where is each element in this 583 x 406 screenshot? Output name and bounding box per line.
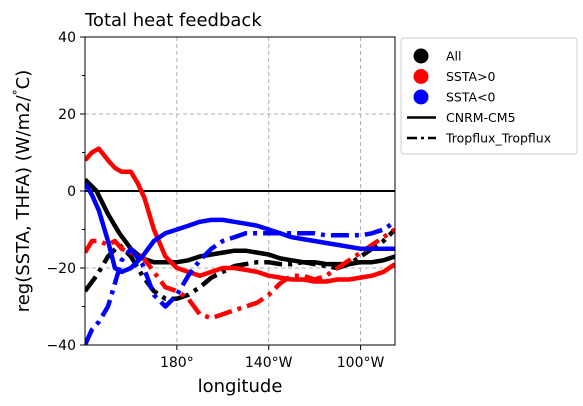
- series-group: [85, 146, 395, 345]
- x-axis-label: longitude: [198, 376, 283, 397]
- y-tick-label: −40: [46, 338, 76, 354]
- x-tick-label: 140°W: [245, 355, 293, 371]
- x-tick-label: 100°W: [337, 355, 385, 371]
- y-tick-label: 20: [58, 107, 76, 123]
- y-tick-label: 40: [58, 30, 76, 46]
- y-tick-label: −20: [46, 261, 76, 277]
- legend-label: Tropflux_Tropflux: [445, 131, 551, 146]
- legend-frame: [400, 37, 578, 155]
- legend-marker: [413, 48, 429, 64]
- legend-label: SSTA>0: [446, 69, 496, 84]
- series-line-2: [85, 146, 395, 284]
- y-tick-label: 0: [67, 184, 76, 200]
- series-line-1: [85, 227, 395, 302]
- legend: All SSTA>0 SSTA<0 CNRM-CM5 Tropflux_Tropflux: [400, 37, 578, 155]
- legend-label: All: [446, 49, 462, 64]
- series-line-3: [85, 227, 395, 321]
- legend-label: SSTA<0: [446, 90, 496, 105]
- y-axis-label: reg(SSTA, THFA) (W/m2/°C): [11, 70, 34, 313]
- legend-label: CNRM-CM5: [446, 110, 516, 125]
- chart-title: Total heat feedback: [84, 10, 262, 31]
- ticks: −40 −20 0 20 40 180° 140°W 100°W: [46, 30, 384, 371]
- legend-marker: [413, 69, 429, 84]
- series-line-5: [85, 219, 395, 345]
- x-tick-label: 180°: [160, 355, 194, 371]
- legend-marker: [413, 89, 429, 105]
